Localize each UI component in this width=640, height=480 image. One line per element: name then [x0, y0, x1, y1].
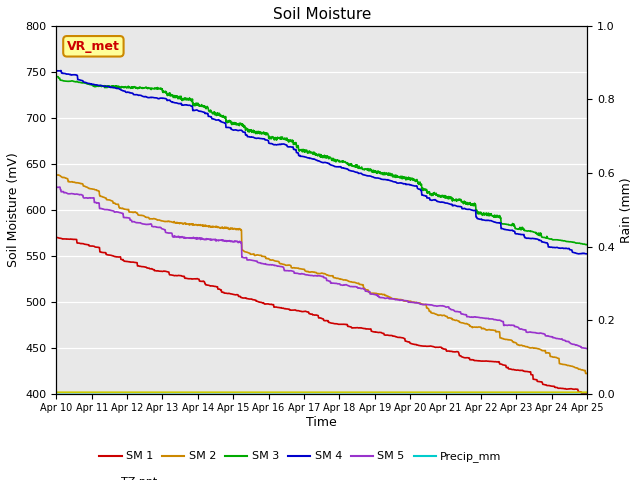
Y-axis label: Rain (mm): Rain (mm)	[620, 177, 633, 242]
Y-axis label: Soil Moisture (mV): Soil Moisture (mV)	[7, 152, 20, 267]
Title: Soil Moisture: Soil Moisture	[273, 7, 371, 22]
X-axis label: Time: Time	[307, 416, 337, 429]
Legend: TZ ppt: TZ ppt	[90, 473, 161, 480]
Text: VR_met: VR_met	[67, 40, 120, 53]
